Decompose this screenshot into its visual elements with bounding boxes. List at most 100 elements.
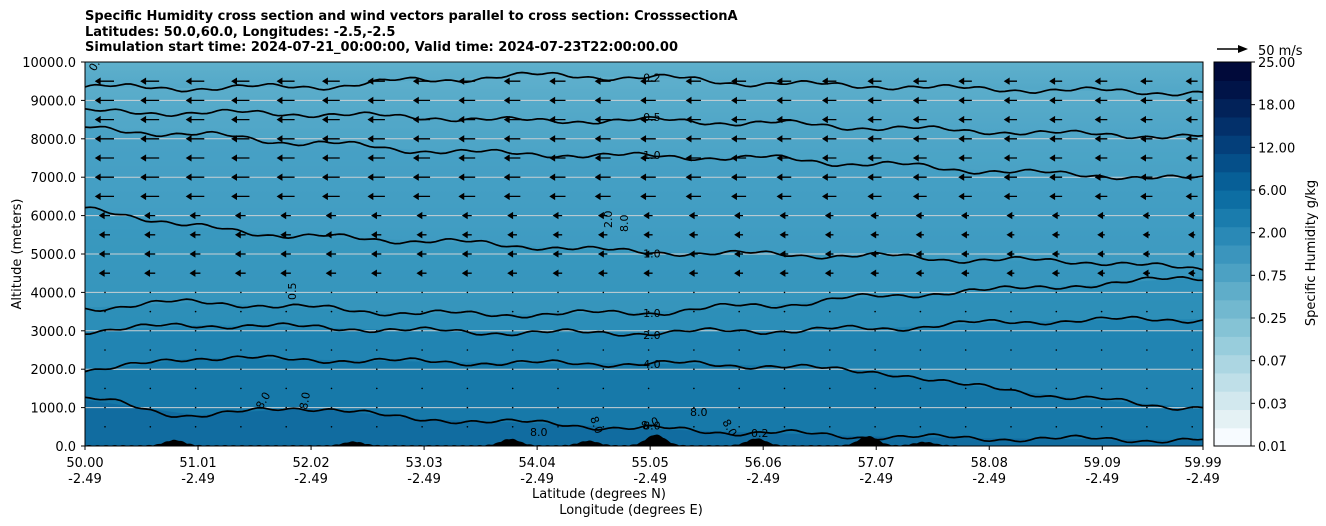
- wind-vector: [867, 135, 882, 143]
- humidity-band: [85, 128, 1203, 446]
- wind-vector: [503, 115, 521, 124]
- colorbar-swatch: [1214, 226, 1251, 246]
- wind-vector: [783, 310, 786, 313]
- wind-vector: [1055, 330, 1058, 332]
- colorbar-tick-label: 0.25: [1258, 312, 1287, 327]
- wind-vector: [961, 269, 970, 277]
- wind-vector: [189, 269, 201, 277]
- wind-vector: [371, 231, 382, 239]
- wind-vector: [597, 231, 608, 239]
- colorbar-swatch: [1214, 263, 1251, 283]
- wind-vector: [1185, 77, 1198, 85]
- wind-vector: [693, 426, 695, 428]
- wind-vector: [783, 368, 786, 371]
- wind-vector: [412, 154, 431, 162]
- wind-vector: [821, 77, 837, 85]
- wind-vector: [322, 154, 340, 162]
- wind-vector: [964, 426, 967, 428]
- wind-vector: [140, 115, 160, 124]
- wind-vector: [367, 96, 385, 105]
- wind-vector: [376, 310, 378, 313]
- chart-title: Specific Humidity cross section and wind…: [85, 9, 738, 56]
- wind-vector: [552, 269, 563, 277]
- title-line-2: Latitudes: 50.0,60.0, Longitudes: -2.5,-…: [85, 24, 396, 40]
- humidity-band: [85, 277, 1203, 446]
- wind-vector: [1100, 368, 1103, 371]
- wind-vector: [231, 154, 250, 162]
- quiver-key-arrowhead: [1238, 45, 1248, 53]
- wind-vector: [194, 426, 197, 428]
- colorbar-swatch: [1214, 336, 1251, 356]
- x-axis-label-longitude: Longitude (degrees E): [559, 503, 703, 518]
- wind-vector: [912, 115, 927, 124]
- wind-vector: [376, 368, 378, 371]
- colorbar-frame: [1213, 61, 1252, 447]
- wind-vector: [821, 115, 837, 124]
- x-tick-label-lon: -2.49: [294, 472, 328, 487]
- wind-vector: [1049, 154, 1063, 162]
- wind-vector: [416, 211, 427, 220]
- wind-vector: [734, 269, 744, 277]
- y-axis-label: Altitude (meters): [10, 199, 25, 310]
- y-tick-label: 6000.0: [31, 210, 77, 225]
- wind-vector: [964, 349, 967, 351]
- wind-vector: [503, 173, 521, 181]
- wind-vector: [1140, 192, 1153, 201]
- wind-vector: [322, 192, 340, 201]
- humidity-band: [85, 75, 1203, 446]
- wind-vector: [964, 387, 967, 390]
- wind-vector: [874, 368, 876, 371]
- wind-vector: [1051, 211, 1060, 220]
- colorbar-swatch: [1214, 208, 1251, 228]
- wind-vector: [919, 387, 922, 390]
- wind-vector: [98, 231, 110, 239]
- wind-vector: [867, 154, 882, 162]
- wind-vector: [964, 368, 967, 371]
- y-tick-label: 4000.0: [31, 286, 77, 301]
- wind-vector: [557, 426, 559, 428]
- wind-vector: [1010, 368, 1012, 371]
- wind-vector: [685, 77, 701, 85]
- y-tick-label: 5000.0: [31, 248, 77, 263]
- wind-vector: [1049, 192, 1063, 201]
- wind-vector: [458, 154, 476, 162]
- wind-vector: [189, 211, 201, 220]
- wind-vector: [783, 387, 786, 390]
- colorbar-swatch: [1214, 153, 1251, 173]
- contour-label: 2.0: [643, 329, 661, 342]
- wind-vector: [874, 387, 876, 390]
- wind-vector: [416, 250, 427, 258]
- quiver-key-label: 50 m/s: [1258, 44, 1303, 59]
- wind-vector: [1191, 349, 1193, 351]
- wind-vector: [234, 269, 246, 277]
- wind-vector: [280, 250, 291, 258]
- wind-vector: [1055, 310, 1058, 313]
- wind-vector: [1187, 231, 1196, 239]
- wind-vector: [376, 426, 378, 428]
- wind-vector: [140, 192, 160, 201]
- wind-vector: [647, 310, 650, 313]
- wind-vector: [874, 406, 876, 409]
- wind-vector: [958, 96, 972, 105]
- wind-vector: [416, 269, 427, 277]
- wind-vector: [1055, 349, 1058, 351]
- wind-vector: [919, 330, 922, 332]
- wind-vector: [1051, 250, 1060, 258]
- wind-vector: [1146, 406, 1148, 409]
- wind-vector: [874, 349, 876, 351]
- contour-label: 0.5: [286, 283, 299, 301]
- wind-vector: [640, 173, 656, 181]
- wind-vector: [185, 115, 205, 124]
- wind-vector: [367, 135, 385, 143]
- wind-vector: [919, 368, 922, 371]
- wind-vector: [280, 269, 291, 277]
- wind-vector: [149, 406, 152, 409]
- wind-vector: [94, 115, 114, 124]
- wind-vector: [919, 310, 922, 313]
- wind-vector: [140, 96, 160, 105]
- terrain: [85, 434, 1203, 446]
- wind-vector: [693, 349, 695, 351]
- colorbar-tick-label: 0.03: [1258, 397, 1287, 412]
- wind-vector: [140, 154, 160, 162]
- wind-vector: [461, 211, 472, 220]
